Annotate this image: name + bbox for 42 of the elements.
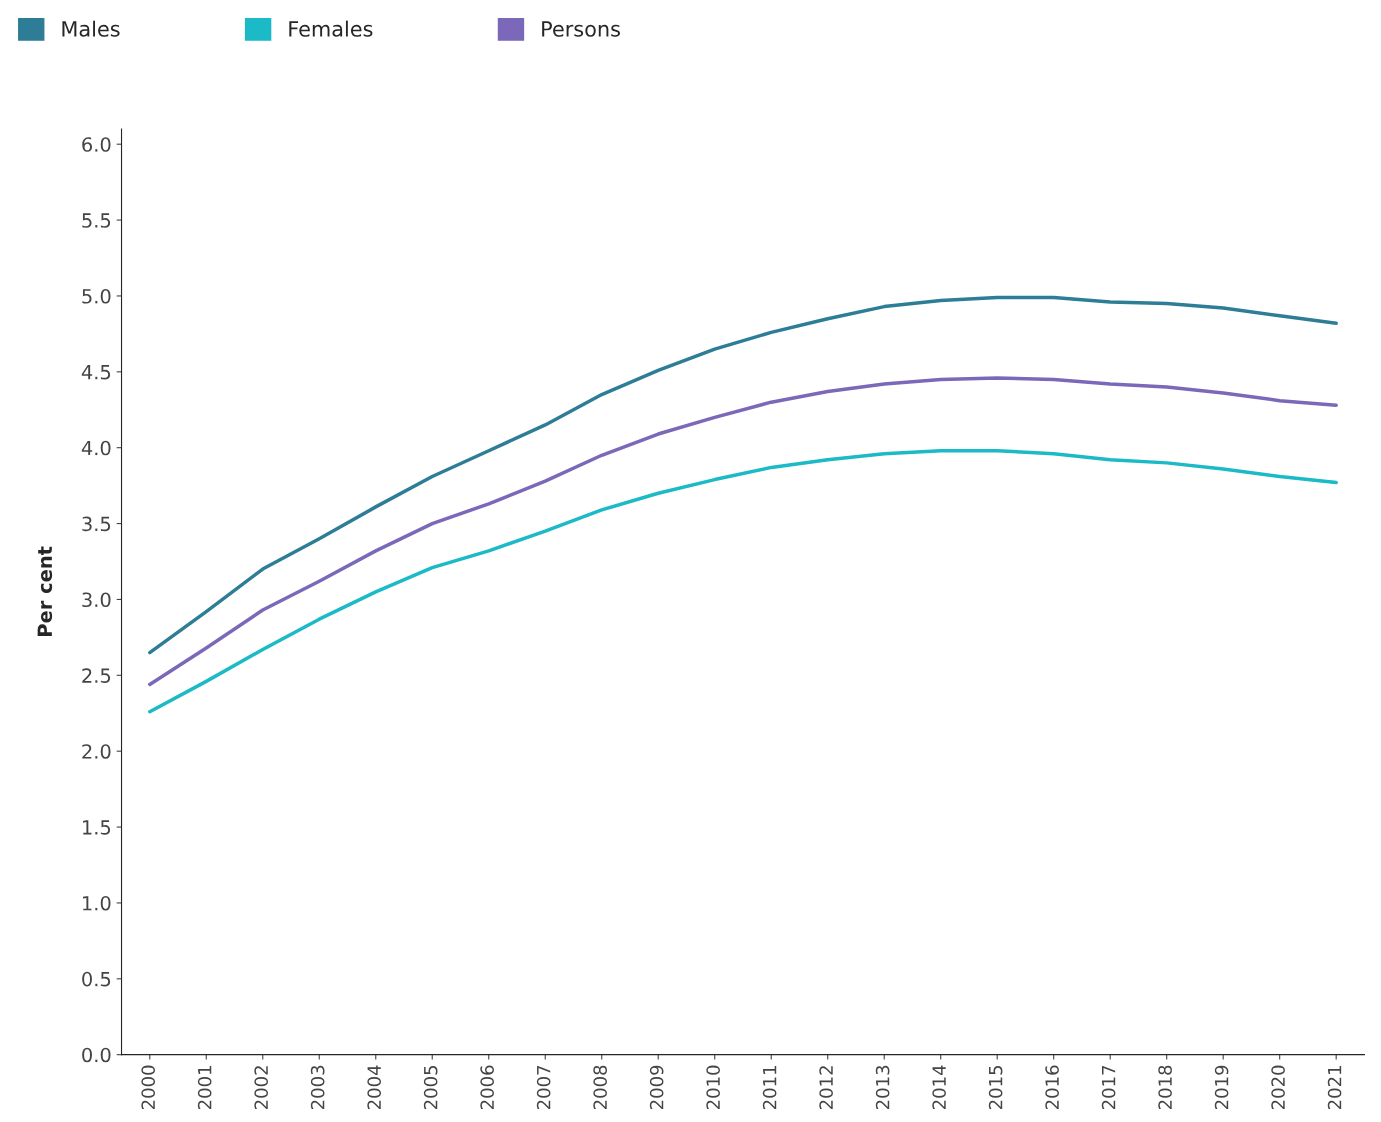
y-tick-label: 5.5 bbox=[82, 213, 111, 228]
x-tick-label: 2011 bbox=[762, 1066, 777, 1110]
y-tick-label: 0.5 bbox=[82, 971, 111, 987]
x-tick-label: 2013 bbox=[875, 1065, 890, 1110]
x-tick-label: 2003 bbox=[310, 1065, 325, 1110]
x-tick-label: 2007 bbox=[536, 1065, 551, 1110]
x-tick-label: 2008 bbox=[593, 1065, 607, 1110]
x-tick-label: 2009 bbox=[649, 1065, 664, 1110]
y-tick-label: 1.0 bbox=[83, 895, 111, 911]
x-tick-label: 2021 bbox=[1327, 1066, 1342, 1110]
legend-label: Males bbox=[62, 20, 120, 37]
x-tick-label: 2001 bbox=[197, 1066, 212, 1110]
x-tick-label: 2015 bbox=[988, 1065, 1003, 1110]
y-tick-label: 2.5 bbox=[82, 668, 111, 683]
line-series bbox=[148, 448, 1338, 714]
x-tick-label: 2018 bbox=[1158, 1065, 1172, 1110]
x-tick-label: 2017 bbox=[1101, 1065, 1116, 1110]
x-tick-label: 2016 bbox=[1045, 1065, 1059, 1110]
legend-label: Females bbox=[289, 20, 373, 37]
line-series bbox=[148, 295, 1338, 655]
x-tick-label: 2005 bbox=[423, 1065, 438, 1110]
y-tick-label: 5.0 bbox=[82, 288, 111, 304]
x-tick-label: 2020 bbox=[1271, 1065, 1285, 1110]
x-tick-label: 2012 bbox=[819, 1066, 833, 1110]
y-tick-label: 2.0 bbox=[82, 744, 111, 759]
y-axis-title: Per cent bbox=[37, 546, 53, 636]
x-tick-label: 2004 bbox=[367, 1065, 381, 1110]
y-tick-label: 1.5 bbox=[83, 820, 111, 835]
y-tick-label: 0.0 bbox=[82, 1047, 111, 1063]
y-tick-label: 3.0 bbox=[82, 592, 111, 608]
x-tick-label: 2010 bbox=[706, 1065, 720, 1110]
x-tick-label: 2019 bbox=[1214, 1065, 1229, 1110]
line-series bbox=[148, 376, 1338, 687]
y-tick-label: 4.5 bbox=[81, 365, 111, 380]
x-tick-label: 2014 bbox=[932, 1065, 946, 1110]
y-tick-label: 4.0 bbox=[81, 440, 111, 456]
x-tick-label: 2002 bbox=[254, 1066, 269, 1110]
x-tick-label: 2006 bbox=[480, 1065, 494, 1110]
y-tick-label: 3.5 bbox=[82, 516, 111, 532]
y-tick-label: 6.0 bbox=[82, 137, 111, 152]
x-tick-label: 2000 bbox=[141, 1065, 156, 1110]
legend-label: Persons bbox=[542, 21, 620, 37]
